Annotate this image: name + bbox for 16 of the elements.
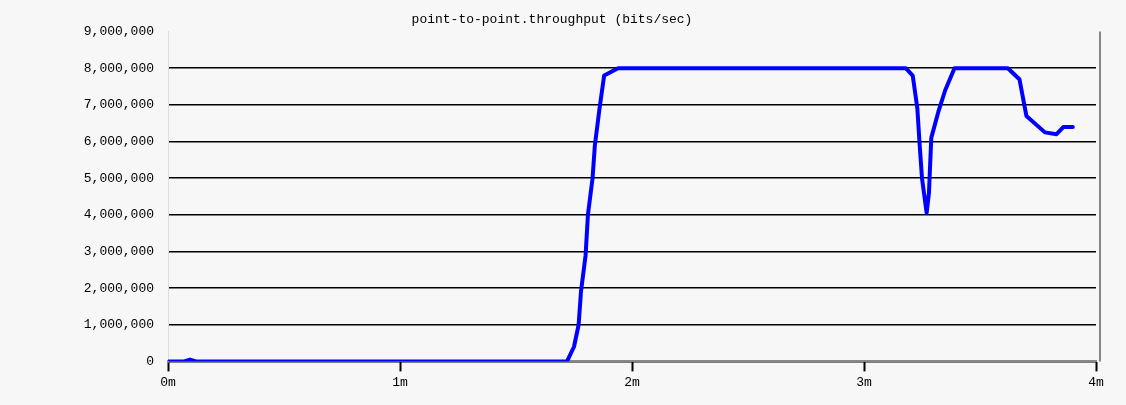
x-tick-label: 0m [160, 374, 176, 390]
y-tick-label: 7,000,000 [83, 97, 154, 113]
y-tick-label: 1,000,000 [83, 317, 154, 333]
y-tick-label: 6,000,000 [83, 133, 154, 149]
y-tick-label: 3,000,000 [83, 243, 154, 259]
x-tick-label: 4m [1088, 374, 1104, 390]
y-tick-label: 8,000,000 [83, 60, 154, 76]
y-tick-label: 9,000,000 [83, 24, 154, 40]
x-tick-label: 1m [392, 374, 408, 390]
y-tick-label: 0 [146, 353, 154, 369]
x-tick-label: 3m [856, 374, 872, 390]
x-tick-label: 2m [624, 374, 640, 390]
chart-title: point-to-point.throughput (bits/sec) [411, 12, 693, 28]
y-tick-label: 5,000,000 [83, 170, 154, 186]
y-tick-label: 4,000,000 [83, 207, 154, 223]
y-tick-label: 2,000,000 [83, 280, 154, 296]
